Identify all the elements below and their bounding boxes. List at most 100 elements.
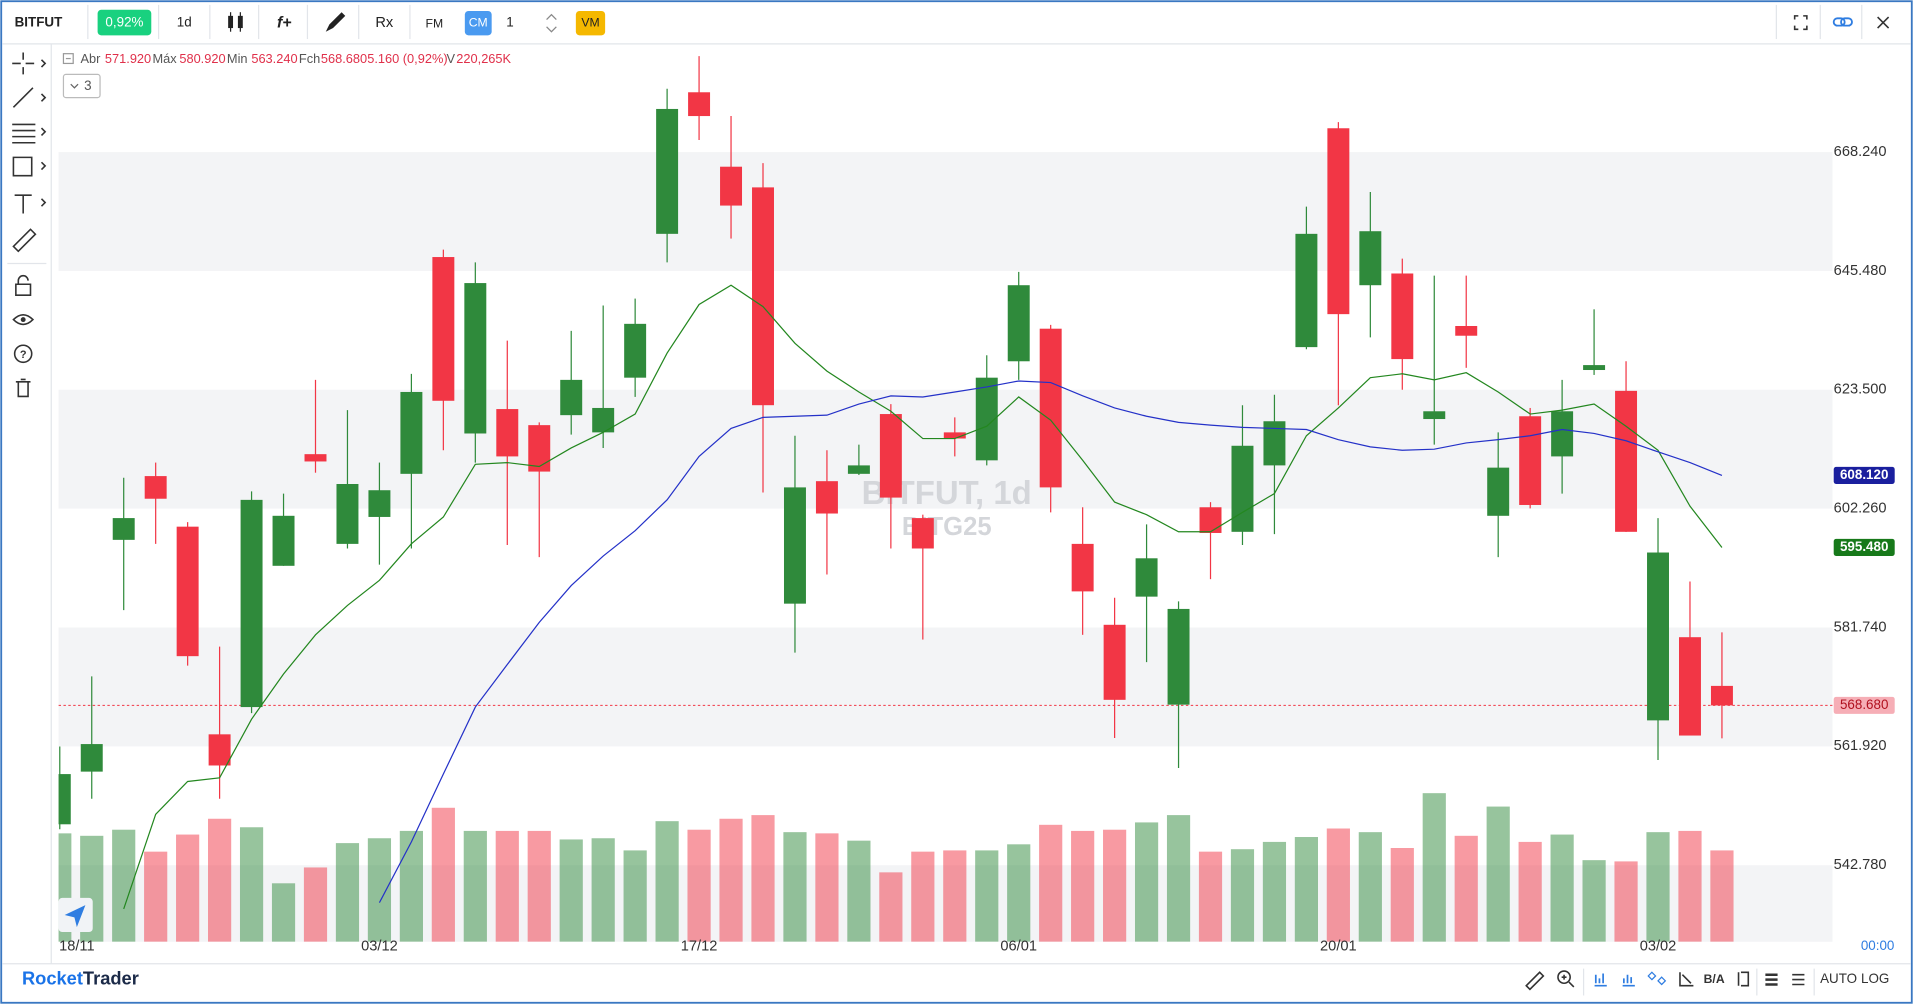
link-icon[interactable]: [1832, 17, 1853, 27]
y-tick-label: 645.480: [1834, 263, 1887, 279]
crosshair-tool[interactable]: [12, 52, 47, 75]
candle-body: [1551, 411, 1574, 457]
nav-arrow: [64, 905, 86, 928]
time-label: 00:00: [1861, 938, 1895, 953]
volume-bar: [719, 818, 743, 942]
candle-body: [752, 187, 774, 406]
axis-icon[interactable]: [1679, 972, 1694, 987]
price-badge-label: 595.480: [1840, 539, 1888, 554]
pattern-icon[interactable]: [1647, 971, 1667, 986]
spinner[interactable]: [546, 13, 557, 33]
candle-body: [1391, 273, 1414, 360]
price-badge-label: 608.120: [1840, 467, 1888, 482]
price-badge: [1833, 696, 1895, 714]
chevron: [70, 83, 79, 89]
legend-value: 563.240: [251, 51, 297, 66]
book-icon[interactable]: [1737, 971, 1750, 987]
candle-body: [592, 407, 615, 433]
moving-average: [123, 284, 1723, 910]
fm[interactable]: FM: [426, 17, 444, 31]
legend-label: Máx: [153, 51, 178, 66]
volume-bar: [271, 883, 296, 942]
candle-icon[interactable]: [228, 12, 243, 32]
volume-bar: [687, 829, 711, 942]
auto-button[interactable]: AUTO: [1820, 971, 1857, 986]
brand-first: Rocket: [22, 967, 83, 988]
ruler-icon[interactable]: [1525, 971, 1545, 991]
volume-bar: [1518, 841, 1542, 942]
volume-bar: [1071, 830, 1095, 942]
pencil-icon[interactable]: [325, 12, 346, 32]
price-badge-label: 568.680: [1840, 697, 1888, 712]
volume-icon[interactable]: [1622, 974, 1635, 987]
symbol[interactable]: BITFUT: [15, 15, 63, 30]
volume-bar: [1358, 832, 1382, 942]
volume-bar: [815, 833, 839, 942]
candle-body: [400, 391, 423, 474]
candle-body: [1071, 543, 1094, 592]
eye-tool[interactable]: [12, 313, 35, 326]
volume-bar: [208, 818, 232, 942]
rx[interactable]: Rx: [375, 15, 394, 31]
volume-bar: [1550, 834, 1574, 942]
candle-body: [1519, 416, 1542, 505]
volume-bar: [943, 850, 967, 942]
left-toolbar: ?: [7, 43, 52, 964]
candle-body: [58, 774, 71, 825]
ruler-tool[interactable]: [12, 228, 37, 253]
candle-body: [815, 481, 838, 514]
candle-body: [1359, 231, 1382, 286]
list-icon[interactable]: [1765, 973, 1778, 986]
vm[interactable]: VM: [581, 15, 599, 29]
close-icon[interactable]: [1877, 16, 1890, 29]
volume-bar: [1710, 850, 1734, 942]
line-tool[interactable]: [12, 87, 47, 108]
volume-bar: [1678, 830, 1702, 942]
candle-body: [943, 432, 966, 439]
indicators-toggle[interactable]: 3: [84, 78, 91, 93]
volume-bar: [112, 829, 136, 942]
top-toolbar: BITFUT 0,92% 1d f+ Rx FM CM 1 VM: [2, 4, 1911, 45]
y-tick-label: 561.920: [1834, 738, 1887, 754]
volume-bar: [1198, 851, 1223, 942]
formula[interactable]: f+: [277, 14, 292, 31]
candle-body: [432, 257, 455, 401]
help-glyph: ?: [20, 349, 27, 361]
x-tick-label: 17/12: [681, 939, 718, 955]
legend-value: 5.160 (0,92%): [367, 51, 447, 66]
count[interactable]: 1: [506, 15, 513, 30]
cm-pill: [464, 10, 492, 36]
volume-bar: [623, 850, 647, 942]
legend-collapse[interactable]: [62, 53, 74, 65]
fib-tool[interactable]: [12, 123, 47, 144]
indicators-toggle-box[interactable]: [62, 73, 101, 99]
shape-tool[interactable]: [12, 156, 47, 177]
text-tool[interactable]: [14, 194, 47, 214]
lock-tool[interactable]: [15, 274, 32, 297]
x-tick-label: 03/12: [361, 939, 398, 955]
candle-body: [975, 377, 998, 461]
fullscreen-icon[interactable]: [1793, 15, 1808, 31]
candle-body: [1167, 608, 1190, 705]
zoom-icon[interactable]: [1557, 970, 1571, 985]
volume-bar: [527, 830, 551, 942]
volume-bar: [1582, 860, 1606, 942]
log-button[interactable]: LOG: [1861, 971, 1889, 986]
list2-icon[interactable]: [1792, 973, 1805, 986]
interval[interactable]: 1d: [177, 15, 192, 30]
legend-label: Fch: [299, 51, 320, 66]
volume-bar: [879, 872, 903, 942]
delete-tool[interactable]: [15, 378, 31, 398]
cm[interactable]: CM: [469, 15, 488, 29]
volume-bar: [911, 851, 935, 942]
legend-label: V: [447, 51, 456, 66]
ba-button[interactable]: B/A: [1704, 972, 1725, 986]
x-tick-label: 06/01: [1000, 939, 1037, 955]
candle-body: [783, 487, 806, 604]
help-tool[interactable]: [13, 344, 33, 364]
candle-body: [1007, 285, 1030, 362]
bars-icon[interactable]: [1594, 973, 1607, 987]
